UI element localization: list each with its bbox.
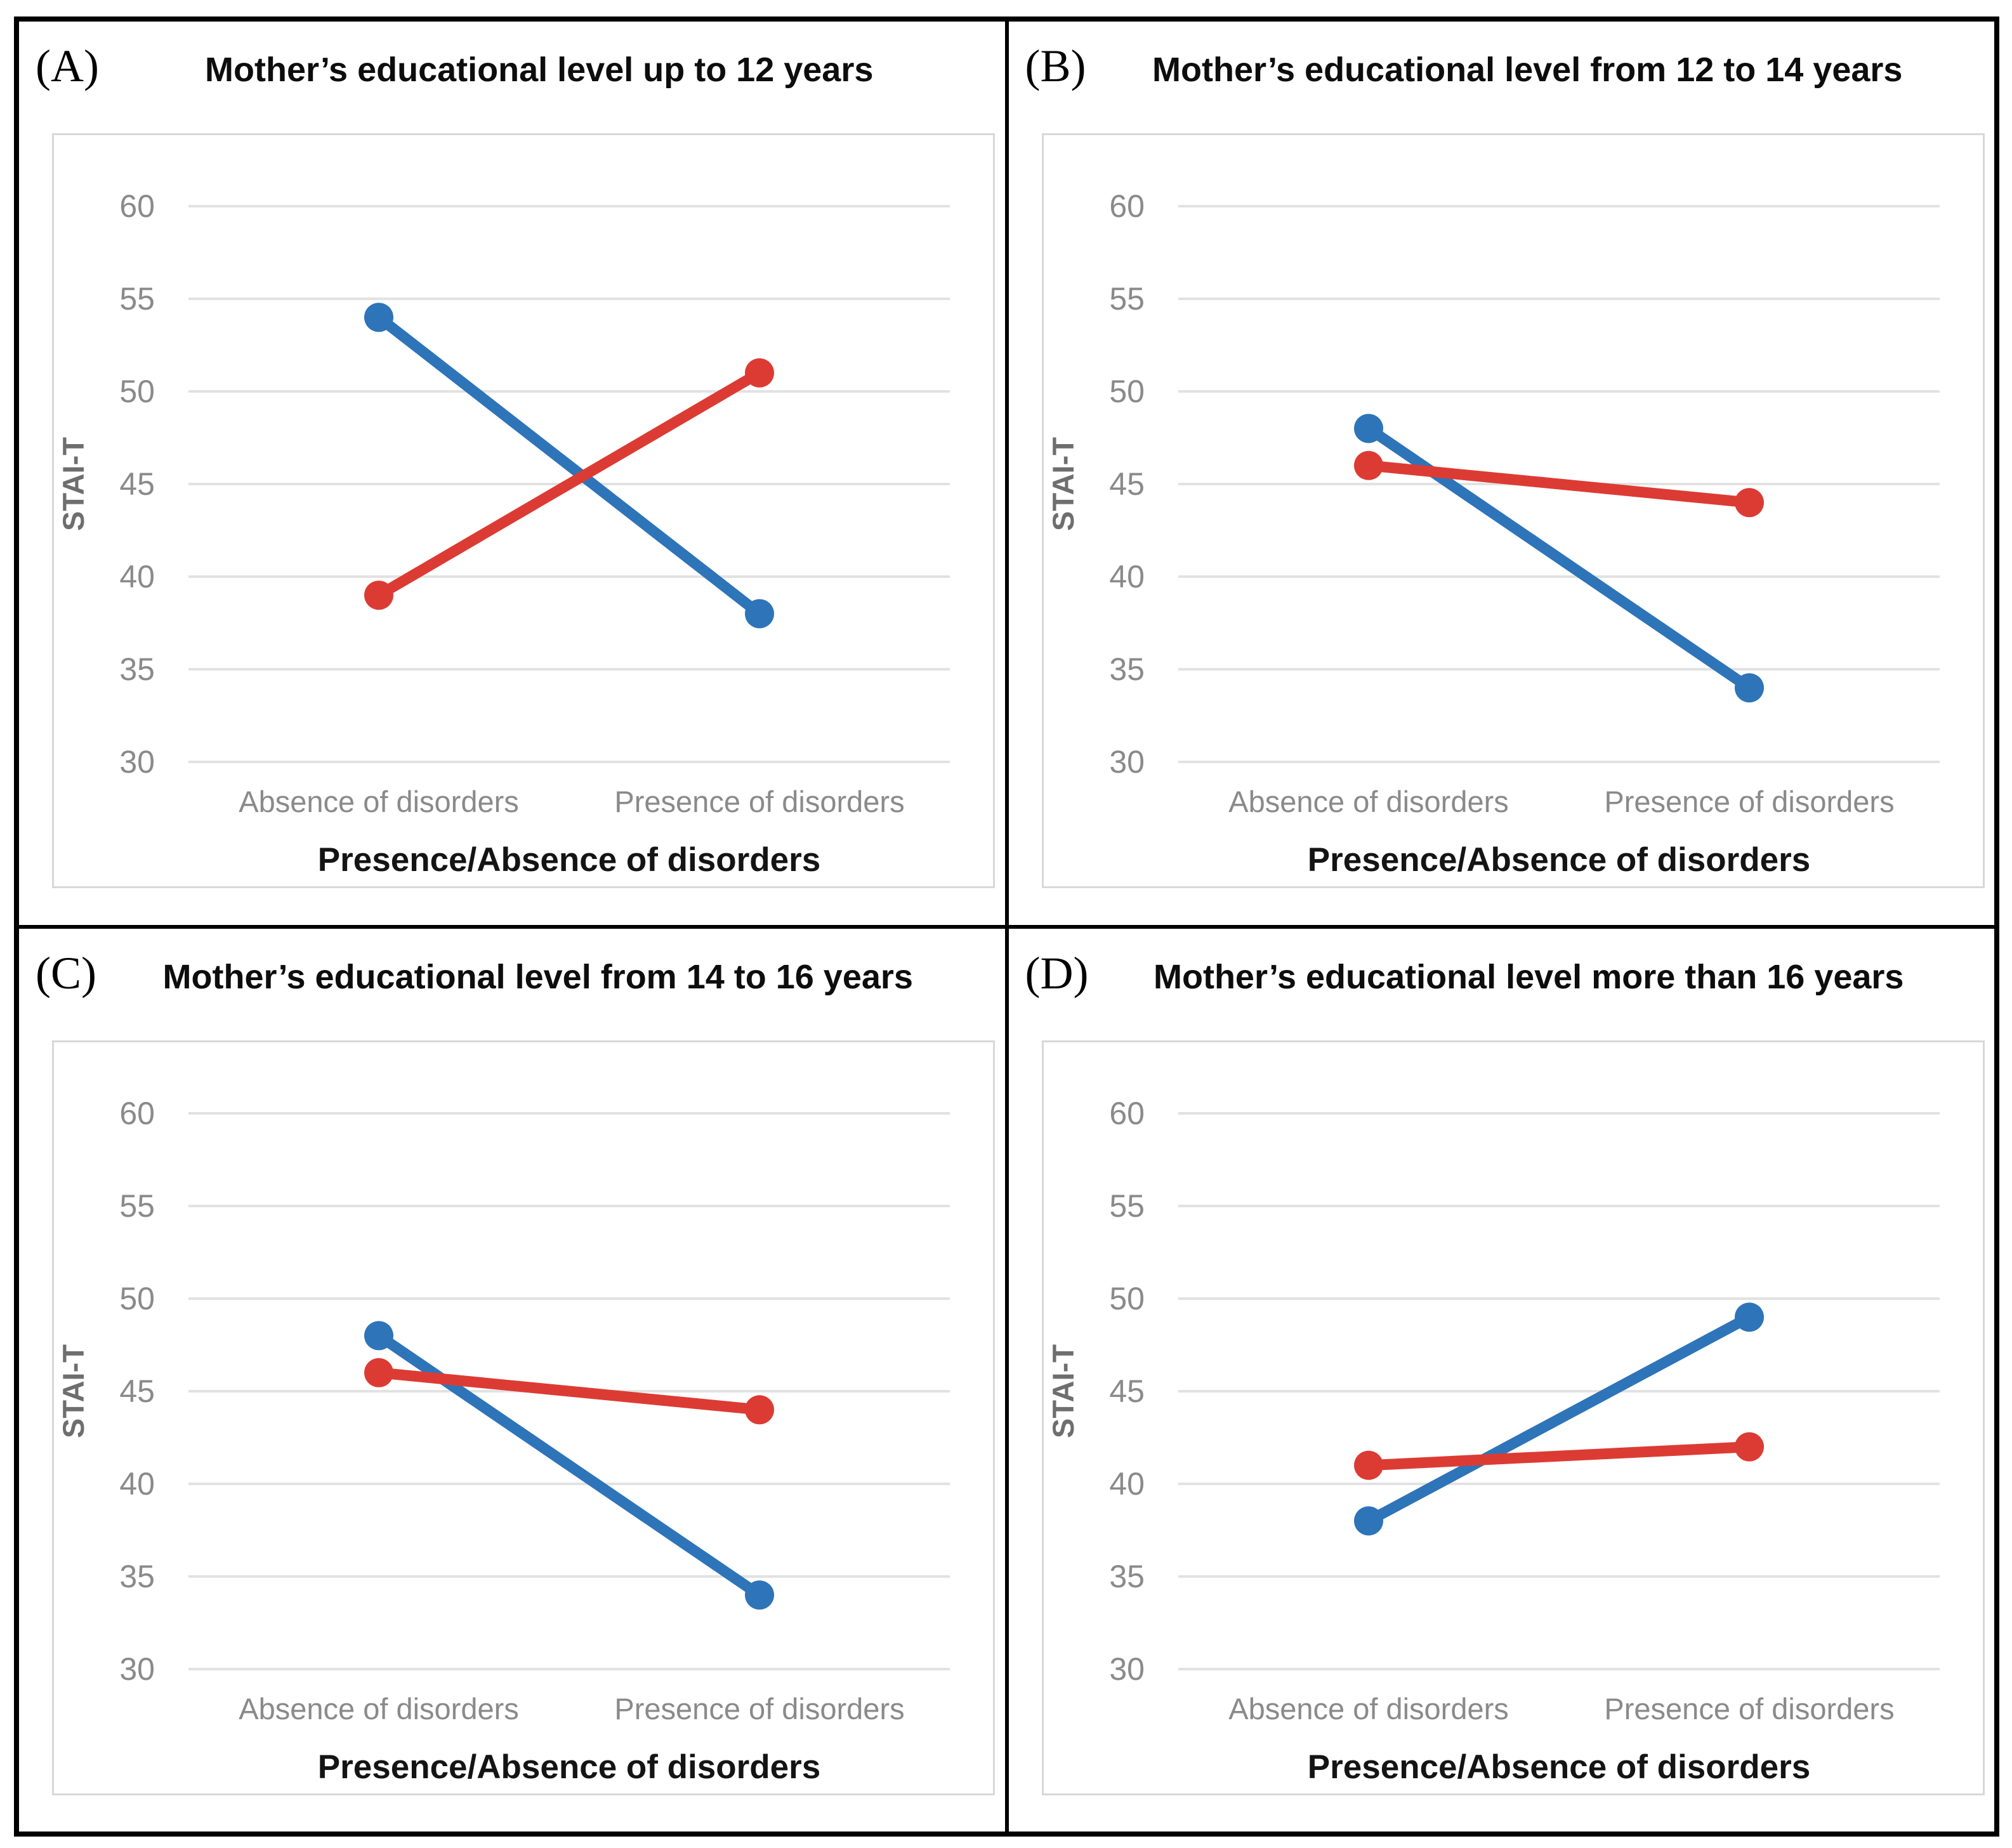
y-tick-label: 60 [119, 1096, 155, 1131]
x-category-label: Absence of disorders [1228, 1692, 1509, 1726]
x-category-label: Presence of disorders [1604, 785, 1894, 818]
y-tick-label: 35 [119, 1559, 155, 1594]
panel-d: (D) Mother’s educational level more than… [1008, 928, 1995, 1832]
panel-d-title: Mother’s educational level more than 16 … [1154, 957, 1904, 996]
y-axis-title: STAI-T [56, 1344, 90, 1438]
panel-c: (C) Mother’s educational level from 14 t… [19, 928, 1005, 1832]
y-tick-label: 45 [1109, 466, 1145, 502]
panel-b-title-row: (B) Mother’s educational level from 12 t… [1009, 22, 1995, 98]
x-category-label: Absence of disorders [239, 1692, 519, 1726]
y-tick-label: 50 [1109, 1281, 1145, 1316]
y-tick-label: 50 [119, 1281, 155, 1316]
y-tick-label: 40 [1109, 559, 1145, 594]
chart-frame [52, 1040, 995, 1795]
data-point-blue [1734, 673, 1764, 703]
panel-a: (A) Mother’s educational level up to 12 … [19, 22, 1005, 925]
y-tick-label: 55 [119, 281, 155, 317]
y-tick-label: 55 [1109, 281, 1145, 317]
panel-b-title: Mother’s educational level from 12 to 14… [1152, 51, 1903, 89]
panel-b-line-chart: 60 55 50 45 40 35 30 STAI-T Absence of disorders… [1041, 133, 1985, 888]
x-axis-title: Presence/Absence of disorders [318, 841, 820, 879]
y-tick-label: 50 [119, 374, 155, 409]
y-tick-label: 60 [119, 188, 155, 224]
chart-frame [1041, 1040, 1985, 1795]
data-point-blue [1734, 1302, 1764, 1332]
y-tick-label: 35 [1109, 652, 1145, 687]
data-point-red [1734, 1432, 1764, 1462]
data-point-red [1353, 450, 1383, 480]
data-point-blue [745, 1580, 774, 1609]
panel-c-title-row: (C) Mother’s educational level from 14 t… [19, 929, 1005, 1005]
series-line-red [373, 1366, 765, 1415]
y-axis-title: STAI-T [1046, 1344, 1080, 1438]
data-point-red [745, 358, 774, 388]
chart-frame [52, 133, 995, 888]
y-tick-label: 30 [1109, 1651, 1145, 1687]
data-point-blue [745, 599, 774, 629]
y-tick-label: 55 [1109, 1188, 1145, 1224]
chart-svg: 60 55 50 45 40 35 30 STAI-T Absence of disorders… [1041, 133, 1985, 888]
x-category-label: Absence of disorders [239, 785, 519, 818]
x-category-label: Presence of disorders [614, 1692, 904, 1726]
panel-a-line-chart: 60 55 50 45 40 35 30 STAI-T Absence of disorders… [52, 133, 995, 888]
chart-svg: 60 55 50 45 40 35 30 STAI-T Absence of disorders… [52, 133, 995, 888]
panel-a-title-row: (A) Mother’s educational level up to 12 … [19, 22, 1005, 98]
y-tick-label: 45 [119, 1373, 155, 1409]
y-axis-title: STAI-T [56, 437, 90, 531]
panel-c-title: Mother’s educational level from 14 to 16… [162, 957, 913, 996]
data-point-red [1353, 1450, 1383, 1480]
x-category-label: Absence of disorders [1228, 785, 1509, 818]
chart-svg: 60 55 50 45 40 35 30 STAI-T Absence of disorders… [1041, 1040, 1985, 1795]
panel-a-letter: (A) [36, 41, 99, 91]
y-tick-label: 30 [119, 744, 155, 780]
y-tick-label: 50 [1109, 374, 1145, 409]
y-tick-label: 60 [1109, 188, 1145, 224]
y-tick-label: 35 [119, 652, 155, 687]
chart-svg: 60 55 50 45 40 35 30 STAI-T Absence of disorders… [52, 1040, 995, 1795]
x-axis-title: Presence/Absence of disorders [1307, 841, 1810, 879]
data-point-blue [364, 303, 393, 332]
y-tick-label: 40 [119, 559, 155, 594]
y-tick-label: 30 [1109, 744, 1145, 780]
y-tick-label: 30 [119, 1651, 155, 1687]
panel-c-letter: (C) [36, 947, 96, 999]
y-tick-label: 55 [119, 1188, 155, 1224]
panel-d-letter: (D) [1025, 947, 1089, 999]
x-axis-title: Presence/Absence of disorders [318, 1748, 820, 1786]
series-line-red [1363, 1441, 1754, 1471]
panel-d-line-chart: 60 55 50 45 40 35 30 STAI-T Absence of disorders… [1041, 1040, 1985, 1795]
data-point-blue [364, 1320, 393, 1350]
data-point-red [1734, 488, 1764, 518]
series-line-blue [1363, 1311, 1754, 1526]
data-point-red [364, 580, 393, 610]
data-point-red [745, 1394, 774, 1424]
data-point-blue [1353, 1505, 1383, 1535]
y-tick-label: 45 [1109, 1373, 1145, 1409]
data-point-blue [1353, 414, 1383, 443]
chart-frame [1041, 133, 1985, 888]
four-panel-figure: (A) Mother’s educational level up to 12 … [14, 16, 1999, 1837]
series-line-blue [373, 311, 765, 619]
panel-c-line-chart: 60 55 50 45 40 35 30 STAI-T Absence of disorders… [52, 1040, 995, 1795]
panel-b: (B) Mother’s educational level from 12 t… [1008, 22, 1995, 925]
data-point-red [364, 1358, 393, 1387]
panel-d-title-row: (D) Mother’s educational level more than… [1009, 929, 1995, 1005]
y-tick-label: 40 [119, 1466, 155, 1502]
series-line-red [1363, 460, 1754, 508]
x-category-label: Presence of disorders [614, 785, 904, 818]
panel-a-title: Mother’s educational level up to 12 year… [205, 51, 874, 89]
panel-b-letter: (B) [1025, 41, 1086, 91]
y-tick-label: 45 [119, 466, 155, 502]
y-tick-label: 60 [1109, 1096, 1145, 1131]
y-axis-title: STAI-T [1046, 437, 1080, 531]
y-tick-label: 40 [1109, 1466, 1145, 1502]
x-axis-title: Presence/Absence of disorders [1307, 1748, 1810, 1786]
y-tick-label: 35 [1109, 1559, 1145, 1594]
x-category-label: Presence of disorders [1604, 1692, 1894, 1726]
series-line-red [373, 367, 765, 601]
